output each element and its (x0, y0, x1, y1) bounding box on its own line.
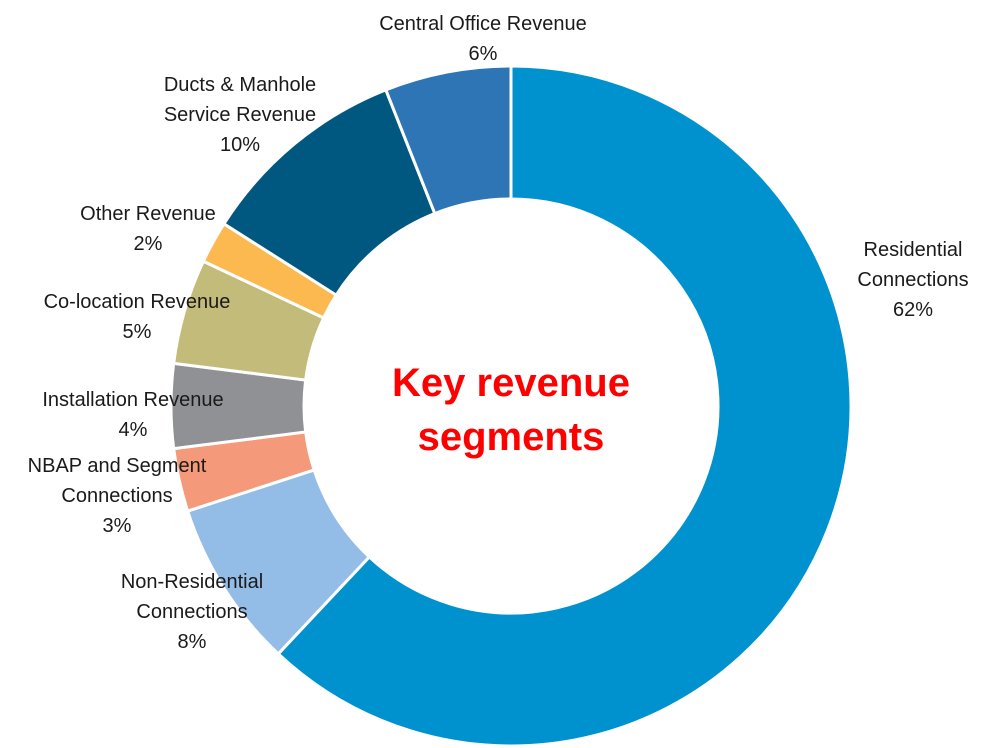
category-name: Installation Revenue (42, 389, 224, 411)
donut-segment (276, 64, 853, 748)
category-name: Co-location Revenue (43, 291, 231, 313)
category-name: Other Revenue (80, 203, 216, 225)
segment-label: NBAP and Segment Connections 3% (17, 451, 217, 541)
value-label: 10% (219, 134, 261, 156)
category-name: Central Office Revenue (379, 13, 587, 35)
segment-label: Installation Revenue 4% (3, 385, 263, 445)
donut-segment (383, 64, 513, 216)
category-name: Ducts & Manhole Service Revenue (163, 74, 317, 126)
segment-label: Central Office Revenue 6% (333, 9, 633, 69)
category-name: NBAP and Segment Connections (27, 455, 207, 507)
category-name: Residential Connections (857, 239, 969, 291)
value-label: 5% (122, 321, 152, 343)
value-label: 3% (102, 515, 132, 537)
segment-label: Non-Residential Connections 8% (102, 567, 282, 657)
segment-label: Residential Connections 62% (833, 235, 990, 325)
center-text: Key revenue segments (392, 361, 630, 459)
segment-label: Other Revenue 2% (48, 199, 248, 259)
segment-label: Co-location Revenue 5% (7, 287, 267, 347)
category-name: Non-Residential Connections (120, 571, 264, 623)
value-label: 4% (118, 419, 148, 441)
value-label: 8% (177, 631, 207, 653)
value-label: 2% (133, 233, 163, 255)
value-label: 62% (892, 299, 934, 321)
value-label: 6% (468, 43, 498, 65)
segment-label: Ducts & Manhole Service Revenue 10% (155, 70, 325, 160)
